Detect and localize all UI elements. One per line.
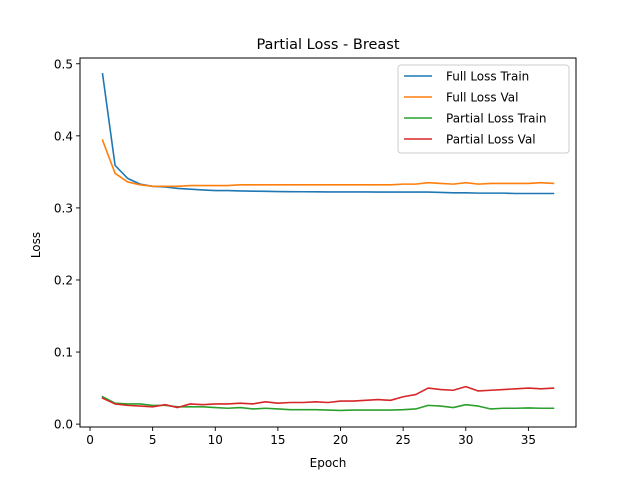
- y-tick-label: 0.3: [54, 201, 73, 215]
- legend-label-full-loss-val: Full Loss Val: [446, 91, 518, 105]
- y-tick-label: 0.5: [54, 57, 73, 71]
- x-tick-label: 25: [396, 433, 411, 447]
- series-line-full-loss-val: [101, 139, 555, 188]
- y-axis-label: Loss: [29, 232, 43, 258]
- legend-label-full-loss-train: Full Loss Train: [446, 70, 529, 84]
- x-tick-label: 35: [521, 433, 536, 447]
- plot-lines: [101, 72, 555, 412]
- x-tick-label: 5: [149, 433, 157, 447]
- legend-box: [397, 64, 570, 154]
- legend-label-partial-loss-train: Partial Loss Train: [446, 112, 546, 126]
- legend-label-partial-loss-val: Partial Loss Val: [446, 133, 536, 147]
- series-line-full-loss-train: [101, 72, 555, 195]
- legend: Full Loss Train Full Loss Val Partial Loss…: [397, 64, 570, 154]
- series-line-partial-loss-val: [101, 385, 555, 409]
- y-axis-ticks: 0.0 0.1 0.2 0.3 0.4 0.5: [54, 57, 80, 432]
- x-axis-ticks: 0 5 10 15 20 25 30 35: [86, 427, 536, 447]
- y-tick-label: 0.2: [54, 273, 73, 287]
- x-tick-label: 10: [208, 433, 223, 447]
- x-tick-label: 30: [458, 433, 473, 447]
- y-tick-label: 0.0: [54, 418, 73, 432]
- x-tick-label: 15: [270, 433, 285, 447]
- axes-frame: [79, 57, 577, 428]
- x-axis-label: Epoch: [310, 456, 347, 470]
- y-tick-label: 0.4: [54, 129, 73, 143]
- x-tick-label: 20: [333, 433, 348, 447]
- chart-title: Partial Loss - Breast: [256, 37, 399, 53]
- y-tick-label: 0.1: [54, 346, 73, 360]
- x-tick-label: 0: [86, 433, 94, 447]
